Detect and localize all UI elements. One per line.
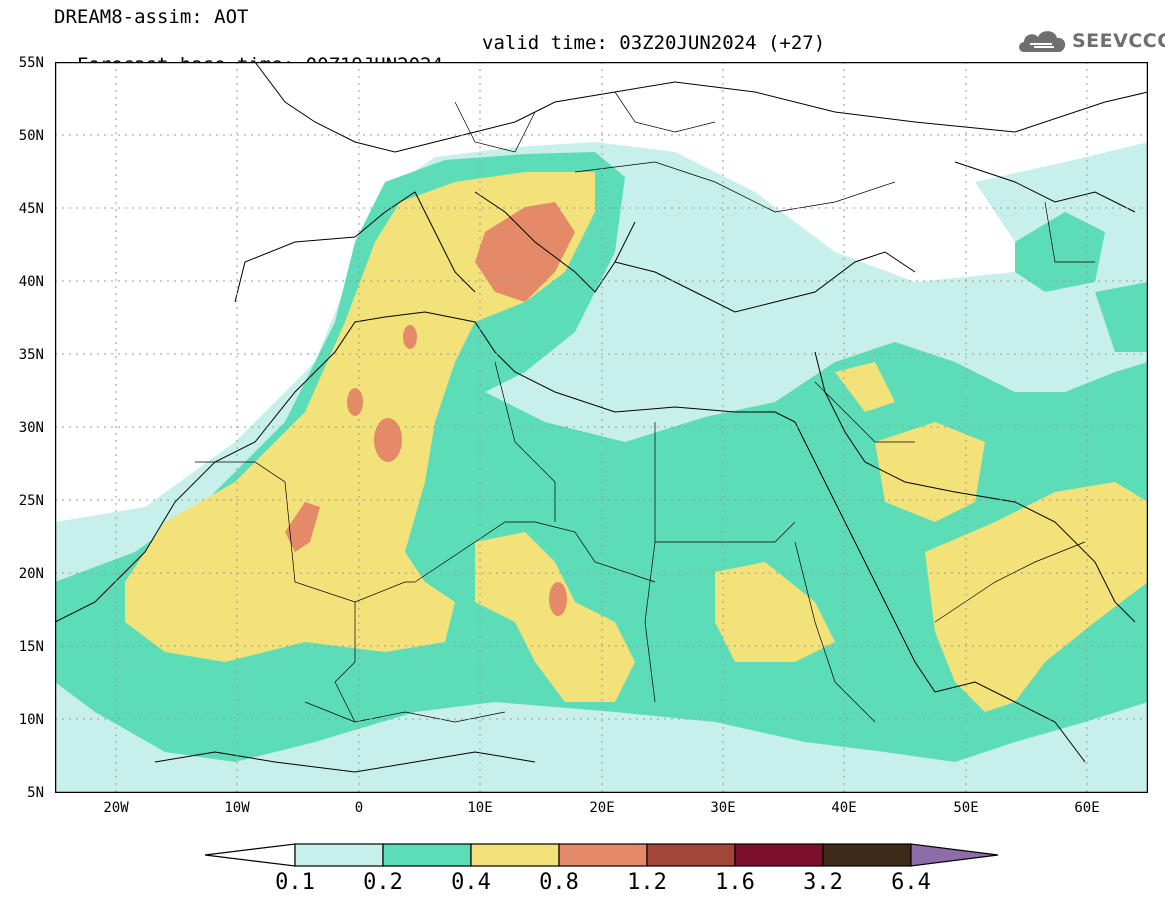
colorbar-label: 1.6	[715, 870, 755, 895]
coastlines	[55, 62, 1148, 773]
lon-tick-label: 0	[354, 800, 364, 816]
colorbar	[204, 840, 1000, 870]
lon-tick-label: 20E	[589, 800, 615, 816]
seevccc-logo: SEEVCCC	[1016, 24, 1165, 58]
aot-contour-0.4	[125, 172, 1148, 712]
valid-time: valid time: 03Z20JUN2024 (+27)	[482, 32, 826, 54]
lat-tick-label: 25N	[18, 493, 44, 509]
lat-tick-label: 30N	[18, 420, 44, 436]
lat-tick-label: 20N	[18, 566, 44, 582]
colorbar-segment-below	[204, 843, 296, 867]
map-canvas	[55, 62, 1148, 793]
cloud-logo-icon	[1019, 31, 1066, 52]
colorbar-segment	[558, 843, 648, 867]
country-borders	[195, 91, 1095, 723]
lon-tick-label: 20W	[103, 800, 129, 816]
colorbar-segment	[382, 843, 472, 867]
lat-tick-label: 5N	[27, 785, 44, 801]
colorbar-segment	[294, 843, 384, 867]
aot-map	[55, 62, 1148, 793]
gridlines	[55, 62, 1148, 793]
colorbar-label: 0.1	[275, 870, 315, 895]
logo-text: SEEVCCC	[1072, 30, 1165, 52]
colorbar-svg	[204, 843, 999, 867]
lon-tick-label: 50E	[953, 800, 979, 816]
colorbar-segment	[646, 843, 736, 867]
colorbar-segment-above	[910, 843, 999, 867]
colorbar-label: 3.2	[803, 870, 843, 895]
lon-tick-label: 10W	[224, 800, 250, 816]
map-border	[55, 62, 1148, 793]
lon-tick-label: 40E	[831, 800, 857, 816]
lat-tick-label: 40N	[18, 274, 44, 290]
lat-tick-label: 55N	[18, 55, 44, 71]
colorbar-label: 0.4	[451, 870, 491, 895]
lat-tick-label: 10N	[18, 712, 44, 728]
colorbar-segment	[470, 843, 560, 867]
lon-tick-label: 60E	[1074, 800, 1100, 816]
colorbar-segment	[822, 843, 912, 867]
lat-tick-label: 45N	[18, 201, 44, 217]
lat-tick-label: 15N	[18, 639, 44, 655]
colorbar-segment	[734, 843, 824, 867]
colorbar-label: 0.2	[363, 870, 403, 895]
lat-tick-label: 50N	[18, 128, 44, 144]
lon-tick-label: 30E	[710, 800, 736, 816]
map-title: DREAM8-assim: AOT	[54, 6, 249, 28]
lat-tick-label: 35N	[18, 347, 44, 363]
aot-contour-0.8	[285, 202, 575, 616]
colorbar-label: 1.2	[627, 870, 667, 895]
lon-tick-label: 10E	[467, 800, 493, 816]
colorbar-label: 6.4	[891, 870, 931, 895]
colorbar-label: 0.8	[539, 870, 579, 895]
